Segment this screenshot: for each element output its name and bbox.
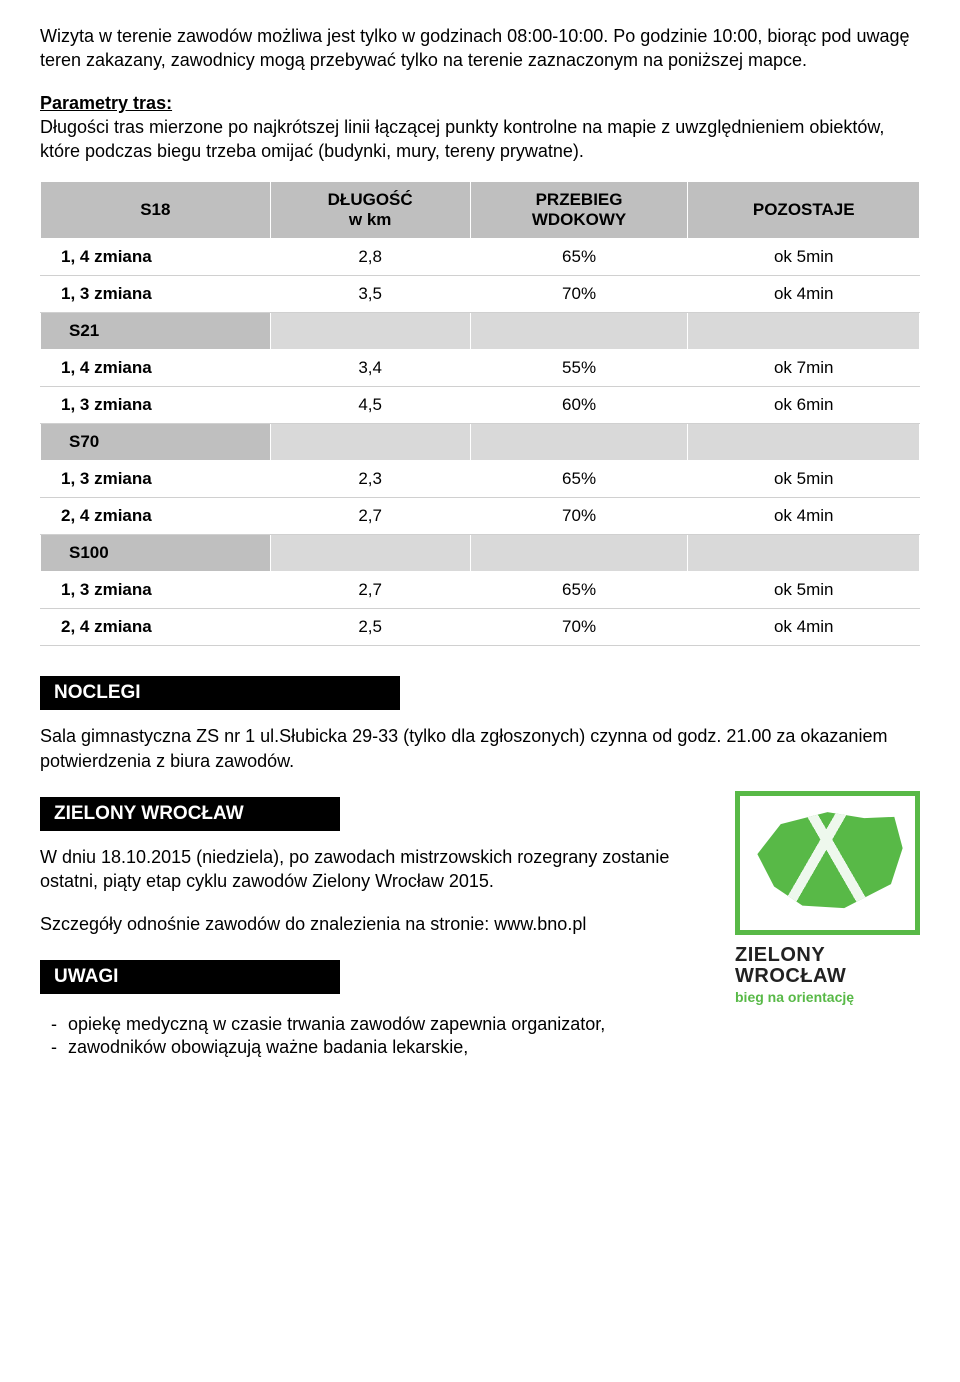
row-percent: 65% xyxy=(470,239,688,276)
noclegi-heading: NOCLEGI xyxy=(40,676,400,710)
zielony-wroclaw-logo: ZIELONY WROCŁAW bieg na orientację xyxy=(735,791,920,1005)
row-rest: ok 6min xyxy=(688,387,920,424)
params-text: Długości tras mierzone po najkrótszej li… xyxy=(40,117,884,161)
table-row: 1, 3 zmiana3,570%ok 4min xyxy=(41,276,920,313)
row-length: 2,5 xyxy=(270,609,470,646)
row-percent: 65% xyxy=(470,572,688,609)
th-s18: S18 xyxy=(41,182,271,239)
row-label: 1, 4 zmiana xyxy=(41,350,271,387)
row-percent: 70% xyxy=(470,498,688,535)
row-label: 2, 4 zmiana xyxy=(41,609,271,646)
table-section-row: S100 xyxy=(41,535,920,572)
row-length: 3,4 xyxy=(270,350,470,387)
row-rest: ok 5min xyxy=(688,239,920,276)
section-name: S21 xyxy=(41,313,271,350)
section-name: S100 xyxy=(41,535,271,572)
row-percent: 70% xyxy=(470,609,688,646)
row-rest: ok 5min xyxy=(688,572,920,609)
zielony-heading: ZIELONY WROCŁAW xyxy=(40,797,340,831)
row-rest: ok 7min xyxy=(688,350,920,387)
row-length: 2,7 xyxy=(270,572,470,609)
row-percent: 70% xyxy=(470,276,688,313)
row-length: 3,5 xyxy=(270,276,470,313)
uwagi-heading: UWAGI xyxy=(40,960,340,994)
zielony-p2: Szczegóły odnośnie zawodów do znalezieni… xyxy=(40,912,715,936)
row-percent: 65% xyxy=(470,461,688,498)
row-rest: ok 4min xyxy=(688,609,920,646)
table-row: 2, 4 zmiana2,570%ok 4min xyxy=(41,609,920,646)
logo-title: ZIELONY WROCŁAW xyxy=(735,945,920,987)
th-pozostaje: POZOSTAJE xyxy=(688,182,920,239)
th-przebieg: PRZEBIEG WDOKOWY xyxy=(470,182,688,239)
table-row: 1, 3 zmiana2,365%ok 5min xyxy=(41,461,920,498)
logo-river-icon xyxy=(744,800,911,920)
row-percent: 55% xyxy=(470,350,688,387)
table-row: 2, 4 zmiana2,770%ok 4min xyxy=(41,498,920,535)
row-label: 1, 3 zmiana xyxy=(41,572,271,609)
table-section-row: S70 xyxy=(41,424,920,461)
row-rest: ok 5min xyxy=(688,461,920,498)
row-label: 1, 3 zmiana xyxy=(41,461,271,498)
uwagi-item: zawodników obowiązują ważne badania leka… xyxy=(62,1037,920,1058)
row-length: 4,5 xyxy=(270,387,470,424)
routes-table: S18 DŁUGOŚĆ w km PRZEBIEG WDOKOWY POZOST… xyxy=(40,181,920,646)
params-paragraph: Parametry tras: Długości tras mierzone p… xyxy=(40,91,920,164)
uwagi-list: opiekę medyczną w czasie trwania zawodów… xyxy=(40,1014,920,1058)
table-row: 1, 4 zmiana2,865%ok 5min xyxy=(41,239,920,276)
row-label: 1, 4 zmiana xyxy=(41,239,271,276)
section-name: S70 xyxy=(41,424,271,461)
intro-paragraph: Wizyta w terenie zawodów możliwa jest ty… xyxy=(40,24,920,73)
table-section-row: S21 xyxy=(41,313,920,350)
params-title: Parametry tras: xyxy=(40,93,172,113)
row-length: 2,3 xyxy=(270,461,470,498)
row-length: 2,7 xyxy=(270,498,470,535)
logo-map-icon xyxy=(744,800,911,920)
row-label: 1, 3 zmiana xyxy=(41,387,271,424)
row-percent: 60% xyxy=(470,387,688,424)
noclegi-text: Sala gimnastyczna ZS nr 1 ul.Słubicka 29… xyxy=(40,724,920,773)
table-row: 1, 3 zmiana4,560%ok 6min xyxy=(41,387,920,424)
th-length: DŁUGOŚĆ w km xyxy=(270,182,470,239)
logo-subtitle: bieg na orientację xyxy=(735,989,920,1005)
row-length: 2,8 xyxy=(270,239,470,276)
row-rest: ok 4min xyxy=(688,276,920,313)
uwagi-item: opiekę medyczną w czasie trwania zawodów… xyxy=(62,1014,920,1035)
zielony-p1: W dniu 18.10.2015 (niedziela), po zawoda… xyxy=(40,845,715,894)
row-label: 1, 3 zmiana xyxy=(41,276,271,313)
table-row: 1, 3 zmiana2,765%ok 5min xyxy=(41,572,920,609)
table-row: 1, 4 zmiana3,455%ok 7min xyxy=(41,350,920,387)
row-rest: ok 4min xyxy=(688,498,920,535)
row-label: 2, 4 zmiana xyxy=(41,498,271,535)
logo-box xyxy=(735,791,920,935)
